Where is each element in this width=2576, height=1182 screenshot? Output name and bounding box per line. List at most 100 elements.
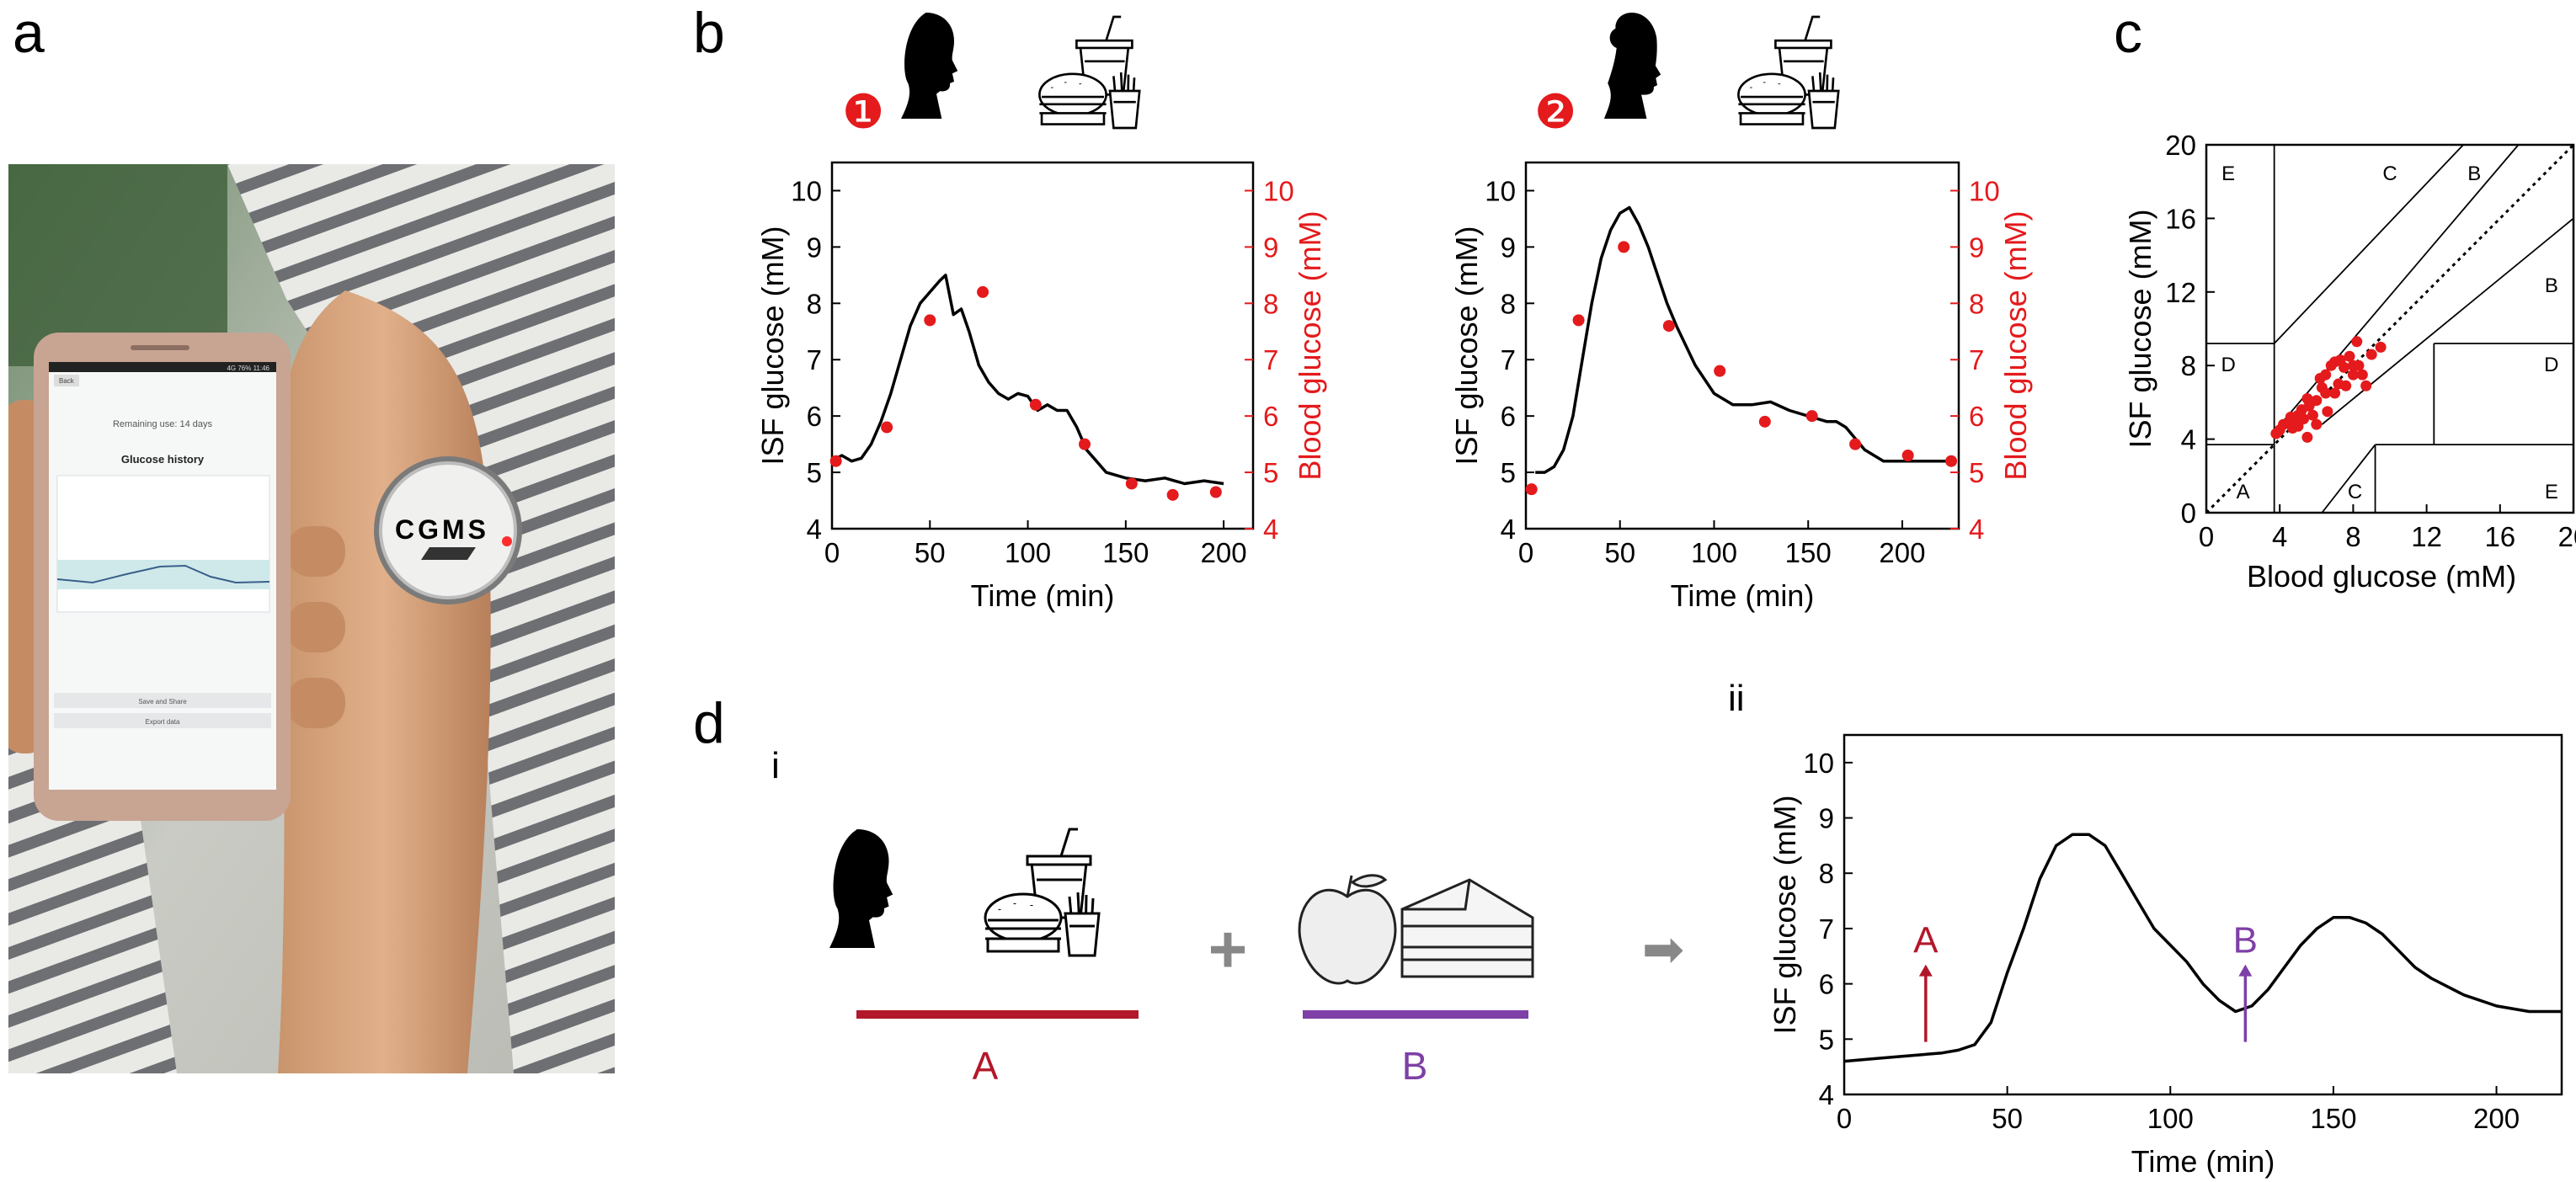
y-tick-label: 7: [807, 344, 822, 375]
phone-back-button[interactable]: Back: [59, 377, 75, 385]
blood-glucose-point: [1714, 365, 1726, 377]
x-tick-label: 150: [1785, 537, 1832, 568]
group-b-label: B: [1402, 1044, 1428, 1088]
blood-glucose-point: [1125, 477, 1138, 490]
blood-glucose-point: [1166, 488, 1179, 501]
x-tick-label: 200: [2473, 1103, 2520, 1134]
x-tick-label: 150: [1102, 537, 1149, 568]
paired-point: [2356, 369, 2368, 381]
phone-status-bar: 4G 76% 11:46: [227, 365, 269, 372]
paired-point: [2351, 336, 2363, 348]
isf-glucose-line: [831, 274, 1224, 486]
paired-point: [2375, 341, 2387, 353]
plot-frame: [1524, 161, 1960, 530]
y2-tick-label: 10: [1263, 175, 1294, 206]
panel-label-d-ii: ii: [1728, 678, 1745, 719]
y-tick-label: 4: [2181, 424, 2196, 455]
paired-point: [2340, 380, 2352, 391]
burger-fries-soda-icon: [1038, 15, 1141, 130]
meal-arrow-head: [1918, 964, 1933, 977]
y2-tick-label: 5: [1263, 457, 1278, 488]
y-tick-label: 10: [1485, 175, 1516, 206]
y2-tick-label: 8: [1969, 288, 1984, 319]
plot-frame: [830, 161, 1255, 530]
paired-point: [2311, 395, 2323, 407]
blood-glucose-point: [1079, 438, 1091, 450]
panel-label-d: d: [693, 691, 725, 755]
phone-glucose-trace: [56, 564, 270, 584]
paired-point: [2320, 369, 2332, 381]
y-axis-label: ISF glucose (mM): [755, 226, 790, 465]
blood-glucose-point: [1618, 241, 1630, 253]
y-tick-label: 6: [807, 401, 822, 432]
subject-2-badge: ❷: [1534, 85, 1576, 138]
apple-icon: [1298, 874, 1397, 985]
x-axis-label: Blood glucose (mM): [2247, 559, 2516, 594]
panel-label-c: c: [2114, 1, 2142, 65]
meal-label: B: [2233, 920, 2258, 961]
paired-point: [2344, 350, 2355, 362]
phone-save-share[interactable]: Save and Share: [138, 698, 187, 705]
y-tick-label: 6: [1501, 401, 1516, 432]
paired-point: [2353, 359, 2365, 371]
identity-line: [2205, 143, 2575, 514]
blood-glucose-point: [1901, 450, 1914, 461]
blood-glucose-point: [1805, 410, 1818, 423]
blood-glucose-point: [1758, 415, 1771, 428]
y-tick-label: 8: [1819, 858, 1834, 889]
x-tick-label: 50: [915, 537, 946, 568]
y-tick-label: 10: [791, 175, 822, 206]
paired-point: [2360, 380, 2372, 391]
y-tick-label: 8: [2181, 350, 2196, 381]
phone-export[interactable]: Export data: [146, 718, 180, 726]
y-tick-label: 9: [807, 232, 822, 263]
group-b-bar: [1303, 1010, 1528, 1019]
blood-glucose-point: [1945, 455, 1958, 467]
y-tick-label: 4: [807, 514, 822, 545]
striped-shirt: [227, 164, 615, 1073]
x-tick-label: 20: [2558, 521, 2576, 552]
y2-tick-label: 9: [1263, 232, 1278, 263]
male-head-silhouette-icon: [829, 829, 893, 948]
y-tick-label: 12: [2165, 277, 2196, 308]
paired-point: [2311, 418, 2323, 430]
x-axis-label: Time (min): [1671, 578, 1815, 613]
x-tick-label: 100: [1005, 537, 1051, 568]
isf-glucose-line: [1535, 205, 1949, 474]
cgms-label: CGMS: [395, 514, 489, 545]
meal-label: A: [1913, 920, 1939, 961]
blood-glucose-point: [829, 455, 842, 467]
y-axis-label: ISF glucose (mM): [2123, 209, 2157, 448]
panel-label-b: b: [693, 1, 725, 65]
chart-subject-1: 0 50 100 150 200 4 4 5 5 6 6 7 7 8 8 9 9 10 10 Time (min) IS…: [755, 161, 1327, 613]
y-tick-label: 8: [807, 288, 822, 319]
photo-panel: CGMS 4G 76% 11:46 Back Remaining use: 14…: [8, 164, 615, 1073]
y-tick-label: 9: [1501, 232, 1516, 263]
panel-label-d-i: i: [771, 745, 780, 786]
panel-label-a: a: [13, 1, 45, 65]
y2-tick-label: 10: [1969, 175, 2000, 206]
blood-glucose-point: [1029, 398, 1042, 411]
y-tick-label: 7: [1819, 913, 1834, 945]
x-tick-label: 0: [1837, 1103, 1852, 1134]
blood-glucose-point: [1662, 320, 1675, 333]
phone-remaining-use: Remaining use: 14 days: [113, 419, 213, 429]
blood-glucose-point: [1209, 486, 1222, 498]
x-tick-label: 50: [1604, 537, 1635, 568]
x-tick-label: 4: [2272, 521, 2287, 552]
y2-tick-label: 6: [1969, 401, 1984, 432]
paired-point: [2301, 393, 2313, 405]
paired-point: [2301, 431, 2313, 443]
y2-tick-label: 5: [1969, 457, 1984, 488]
y2-axis-label: Blood glucose (mM): [1998, 210, 2033, 480]
x-tick-label: 100: [1691, 537, 1737, 568]
paired-point: [2286, 422, 2298, 434]
phone-glucose-history: Glucose history: [121, 453, 205, 466]
plot-frame: [1843, 733, 2563, 1096]
y2-tick-label: 9: [1969, 232, 1984, 263]
burger-fries-soda-icon: [1737, 15, 1840, 130]
y-tick-label: 5: [1501, 457, 1516, 488]
paired-point: [2307, 409, 2318, 421]
zone-boundary: [2274, 144, 2464, 344]
paired-point: [2347, 369, 2359, 381]
